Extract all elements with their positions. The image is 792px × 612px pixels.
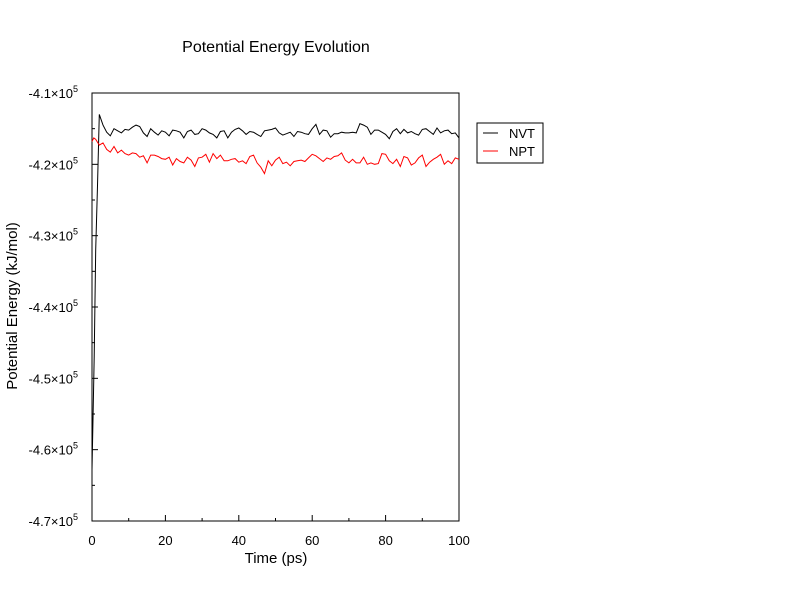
legend: NVT NPT (476, 122, 544, 164)
x-axis: 0 20 40 60 80 100 (88, 515, 470, 548)
legend-box (476, 122, 544, 164)
y-tick-label: -4.1×105 (29, 84, 78, 101)
x-tick-label: 80 (378, 533, 392, 548)
x-axis-label: Time (ps) (245, 550, 308, 567)
y-tick-label: -4.6×105 (29, 441, 78, 458)
chart-title: Potential Energy Evolution (182, 39, 370, 56)
x-tick-label: 20 (158, 533, 172, 548)
series-layer (91, 114, 460, 470)
y-axis-label: Potential Energy (kJ/mol) (4, 222, 21, 390)
y-tick-label: -4.7×105 (29, 512, 78, 529)
y-tick-label: -4.5×105 (29, 369, 78, 386)
legend-label-nvt: NVT (509, 126, 535, 141)
legend-label-npt: NPT (509, 144, 535, 159)
series-line-nvt (91, 114, 460, 470)
x-tick-label: 100 (448, 533, 470, 548)
series-line-npt (91, 137, 460, 175)
y-tick-label: -4.4×105 (29, 298, 78, 315)
x-tick-label: 0 (88, 533, 95, 548)
y-tick-label: -4.2×105 (29, 155, 78, 172)
x-tick-label: 40 (232, 533, 246, 548)
x-tick-label: 60 (305, 533, 319, 548)
y-axis: -4.7×105 -4.6×105 -4.5×105 -4.4×105 -4.3×105… (29, 84, 98, 529)
y-tick-label: -4.3×105 (29, 227, 78, 244)
